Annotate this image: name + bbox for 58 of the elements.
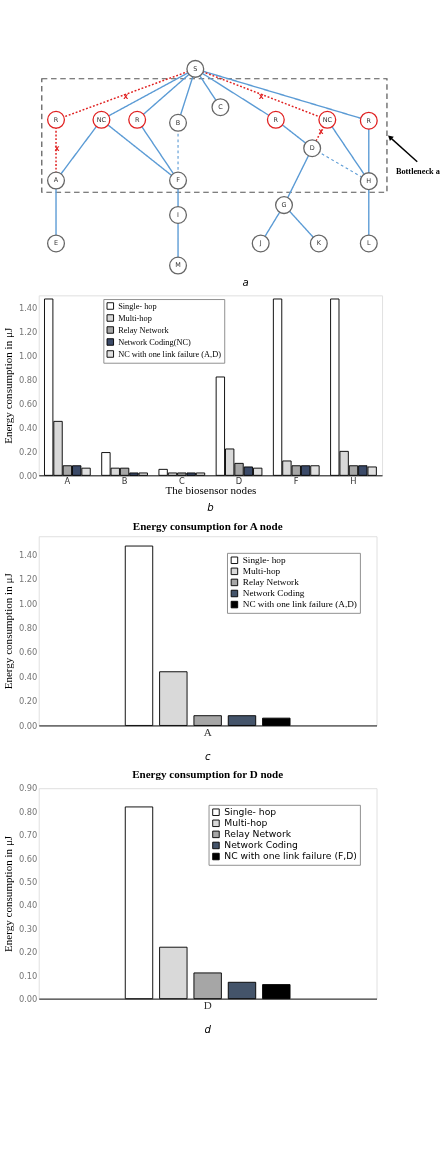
legend-label: NC with one link failure (A,D)	[118, 349, 222, 359]
y-tick-label: 0.60	[18, 647, 38, 658]
legend-label: Network Coding(NC)	[118, 337, 191, 347]
text: Bottleneck a	[395, 167, 441, 177]
y-tick-label: 1.20	[18, 574, 38, 585]
x-tick-label: B	[121, 476, 128, 487]
legend-label: Single- hop	[224, 805, 277, 817]
y-axis-title: Energy consumption in μJ	[2, 327, 15, 444]
legend-label: NC with one link failure (A,D)	[242, 599, 357, 610]
y-tick-label: 0.20	[18, 446, 38, 457]
y-tick-label: 0.40	[18, 671, 38, 682]
legend-label: Single- hop	[118, 301, 157, 311]
legend-label: Relay Network	[242, 577, 300, 588]
legend-label: Relay Network	[118, 325, 170, 335]
y-tick-label: 0.20	[18, 947, 38, 958]
x-tick-label: C	[178, 476, 185, 487]
y-tick-label: 0.70	[18, 830, 38, 841]
x-tick-label: F	[293, 476, 299, 487]
chart-title: Energy consumption for A node	[132, 519, 283, 532]
x-tick-label: D	[235, 476, 243, 487]
y-tick-label: 0.80	[18, 374, 38, 385]
text: a	[242, 276, 249, 288]
y-tick-label: 1.00	[18, 598, 38, 609]
y-tick-label: 0.60	[18, 853, 38, 864]
y-tick-label: 0.40	[18, 422, 38, 433]
y-tick-label: 1.00	[18, 350, 38, 361]
legend-label: Multi-hop	[224, 817, 268, 829]
y-tick-label: 0.10	[18, 970, 38, 981]
x-axis-title: The biosensor nodes	[165, 484, 257, 497]
y-axis-title: Energy consumption in μJ	[2, 835, 15, 952]
y-tick-label: 0.80	[18, 806, 38, 817]
y-tick-label: 0.20	[18, 696, 38, 707]
y-tick-label: 0.60	[18, 398, 38, 409]
legend-label: Multi-hop	[118, 313, 152, 323]
y-tick-label: 0.00	[18, 470, 38, 481]
legend-label: NC with one link failure (F,D)	[224, 850, 357, 862]
legend-label: Single- hop	[242, 555, 286, 566]
legend-label: Network Coding	[242, 588, 305, 599]
text: b	[207, 502, 214, 514]
x-tick-label: A	[64, 476, 71, 487]
x-tick-label: H	[350, 476, 357, 487]
y-tick-label: 0.80	[18, 623, 38, 634]
text: c	[204, 750, 211, 762]
y-tick-label: 1.20	[18, 326, 38, 337]
y-tick-label: 0.40	[18, 900, 38, 911]
y-tick-label: 0.90	[18, 783, 38, 794]
y-tick-label: 1.40	[18, 549, 38, 560]
text: d	[204, 1023, 212, 1035]
y-tick-label: 0.00	[18, 720, 38, 731]
y-tick-label: 0.50	[18, 876, 38, 887]
y-tick-label: 0.30	[18, 923, 38, 934]
chart-title: Energy consumption for D node	[132, 768, 284, 781]
y-axis-title: Energy consumption in μJ	[2, 572, 15, 690]
legend-label: Relay Network	[224, 828, 292, 840]
y-tick-label: 1.40	[18, 302, 38, 313]
legend-label: Multi-hop	[242, 566, 281, 577]
y-tick-label: 0.00	[18, 993, 38, 1004]
legend-label: Network Coding	[224, 839, 299, 851]
